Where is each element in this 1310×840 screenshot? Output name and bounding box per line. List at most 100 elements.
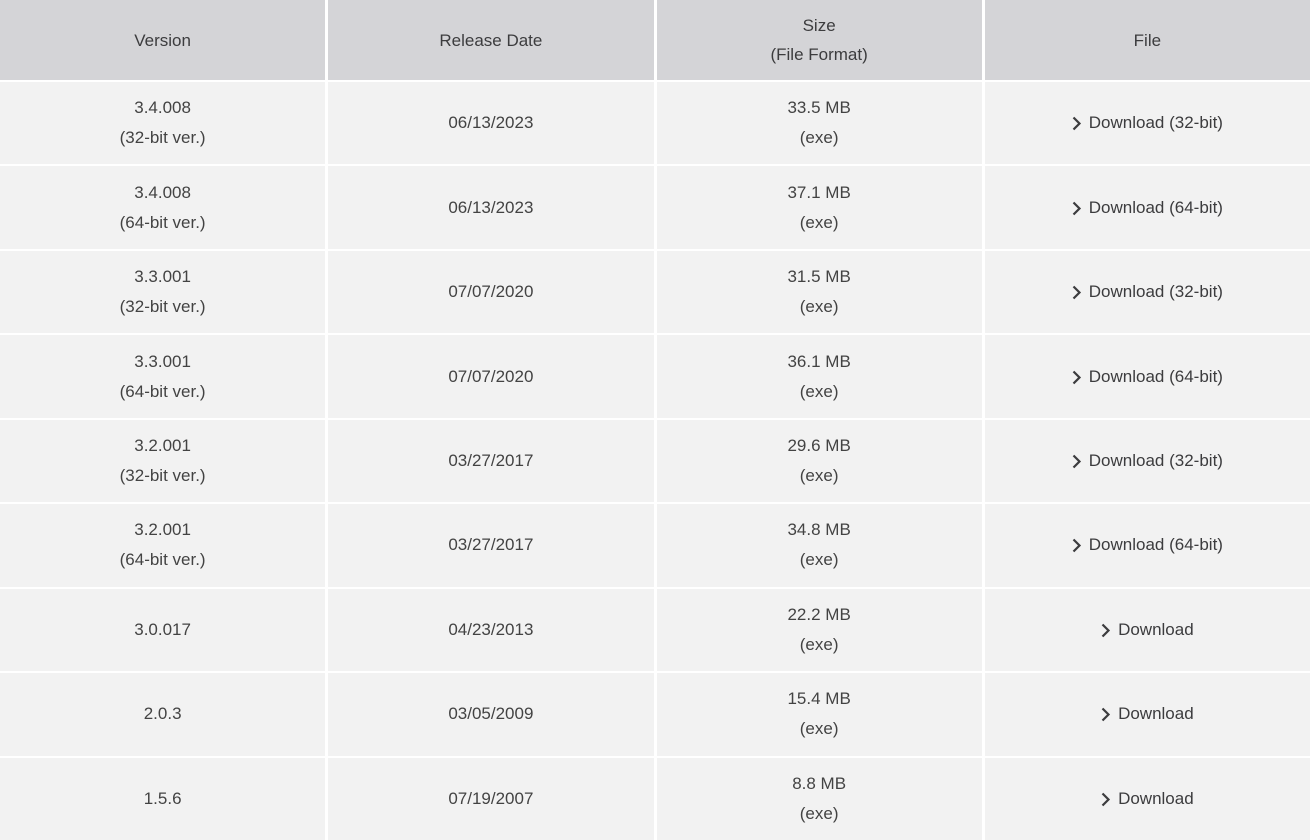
chevron-right-icon [1072,538,1082,553]
version-value: 3.4.008 [134,182,191,202]
version-cell: 3.3.001 (64-bit ver.) [0,335,326,418]
version-value: 3.3.001 [134,267,191,287]
file-format-value: (exe) [799,803,839,823]
release-date-cell: 03/27/2017 [328,504,654,587]
file-cell: Download (32-bit) [984,250,1310,334]
version-bit-note: (32-bit ver.) [119,128,206,148]
version-value: 2.0.3 [143,704,182,724]
download-label: Download [1118,619,1194,639]
chevron-right-icon [1101,707,1111,722]
version-cell: 3.4.008 (64-bit ver.) [0,166,326,249]
download-link[interactable]: Download (64-bit) [1072,365,1223,389]
release-date-cell: 06/13/2023 [328,166,654,249]
file-format-value: (exe) [799,128,839,148]
file-format-value: (exe) [799,634,839,654]
download-link[interactable]: Download (32-bit) [1072,111,1223,135]
version-cell: 1.5.6 [0,757,326,840]
release-date-value: 03/27/2017 [448,535,534,555]
version-cell: 3.3.001 (32-bit ver.) [0,250,326,334]
version-cell: 2.0.3 [0,673,326,756]
release-date-cell: 07/07/2020 [328,250,654,334]
version-bit-note: (64-bit ver.) [119,381,206,401]
version-value: 3.0.017 [134,619,191,639]
file-cell: Download (32-bit) [984,419,1310,503]
download-link[interactable]: Download [1101,787,1194,811]
header-label: File [1133,30,1162,50]
release-date-value: 07/19/2007 [448,788,534,808]
release-date-cell: 04/23/2013 [328,588,654,672]
release-date-cell: 03/27/2017 [328,419,654,503]
file-cell: Download (32-bit) [984,82,1310,165]
download-link[interactable]: Download (64-bit) [1072,196,1223,220]
version-bit-note: (64-bit ver.) [119,550,206,570]
size-cell: 33.5 MB (exe) [656,82,982,165]
release-date-value: 03/27/2017 [448,450,534,470]
file-format-value: (exe) [799,212,839,232]
size-cell: 8.8 MB (exe) [656,757,982,840]
version-value: 3.2.001 [134,435,191,455]
file-format-value: (exe) [799,381,839,401]
release-date-value: 03/05/2009 [448,704,534,724]
header-label: Release Date [439,30,543,50]
file-format-value: (exe) [799,297,839,317]
column-header-file: File [984,0,1310,80]
version-value: 3.4.008 [134,98,191,118]
file-cell: Download (64-bit) [984,504,1310,587]
version-bit-note: (32-bit ver.) [119,297,206,317]
file-cell: Download [984,757,1310,840]
column-header-size: Size (File Format) [656,0,982,80]
download-label: Download [1118,704,1194,724]
column-header-release-date: Release Date [328,0,654,80]
release-date-value: 07/07/2020 [448,282,534,302]
file-cell: Download (64-bit) [984,166,1310,249]
release-date-cell: 07/19/2007 [328,757,654,840]
chevron-right-icon [1072,201,1082,216]
version-cell: 3.4.008 (32-bit ver.) [0,82,326,165]
download-link[interactable]: Download [1101,618,1194,642]
release-date-cell: 06/13/2023 [328,82,654,165]
header-label: Version [134,30,191,50]
size-value: 37.1 MB [787,182,851,202]
chevron-right-icon [1072,370,1082,385]
version-value: 3.2.001 [134,520,191,540]
version-bit-note: (64-bit ver.) [119,212,206,232]
size-value: 15.4 MB [787,689,851,709]
download-label: Download (64-bit) [1088,197,1223,217]
version-value: 1.5.6 [143,788,182,808]
size-cell: 15.4 MB (exe) [656,673,982,756]
size-value: 31.5 MB [787,267,851,287]
column-header-version: Version [0,0,326,80]
size-value: 36.1 MB [787,351,851,371]
version-value: 3.3.001 [134,351,191,371]
size-value: 33.5 MB [787,98,851,118]
size-cell: 22.2 MB (exe) [656,588,982,672]
download-link[interactable]: Download (32-bit) [1072,449,1223,473]
header-label: Size [802,16,836,35]
download-label: Download (64-bit) [1088,366,1223,386]
file-format-value: (exe) [799,465,839,485]
release-date-cell: 07/07/2020 [328,335,654,418]
version-cell: 3.0.017 [0,588,326,672]
release-date-value: 06/13/2023 [448,197,534,217]
chevron-right-icon [1072,454,1082,469]
file-cell: Download [984,673,1310,756]
download-label: Download (64-bit) [1088,535,1223,555]
download-label: Download (32-bit) [1088,113,1223,133]
release-date-cell: 03/05/2009 [328,673,654,756]
version-cell: 3.2.001 (32-bit ver.) [0,419,326,503]
header-sublabel: (File Format) [770,45,868,64]
file-format-value: (exe) [799,550,839,570]
release-date-value: 06/13/2023 [448,113,534,133]
size-cell: 31.5 MB (exe) [656,250,982,334]
size-cell: 34.8 MB (exe) [656,504,982,587]
size-value: 8.8 MB [792,773,847,793]
download-link[interactable]: Download [1101,702,1194,726]
chevron-right-icon [1101,623,1111,638]
file-cell: Download [984,588,1310,672]
chevron-right-icon [1072,116,1082,131]
release-date-value: 04/23/2013 [448,619,534,639]
download-link[interactable]: Download (32-bit) [1072,280,1223,304]
download-link[interactable]: Download (64-bit) [1072,533,1223,557]
size-value: 22.2 MB [787,604,851,624]
